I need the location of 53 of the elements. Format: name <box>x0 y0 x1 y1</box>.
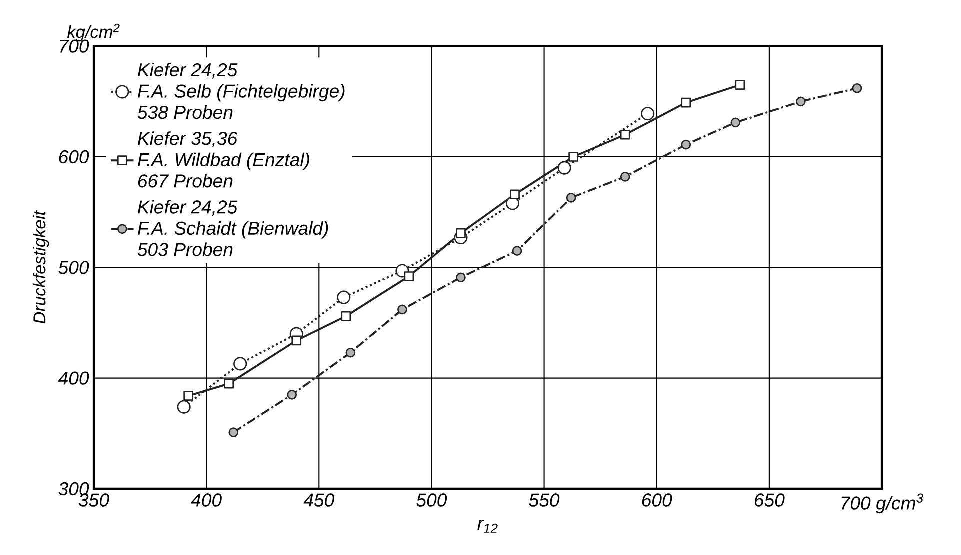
x-tick-label: 350 <box>78 494 110 507</box>
point <box>566 193 576 203</box>
y-axis-title: Druckfestigkeit <box>33 210 50 324</box>
x-tick-label: 550 <box>529 494 560 507</box>
y-tick-label: 300 <box>58 482 90 496</box>
point <box>287 390 298 400</box>
x-tick-label: 500 <box>416 494 448 507</box>
x-tick-label: 650 <box>754 494 785 507</box>
point <box>224 378 234 389</box>
point <box>681 98 692 108</box>
point <box>404 272 414 282</box>
annotation: Kiefer 24,25 <box>138 200 238 216</box>
point <box>456 228 466 238</box>
point <box>184 391 194 401</box>
x-tick-label: 600 <box>642 494 672 507</box>
y-tick-label: 700 <box>60 40 90 53</box>
point <box>796 96 806 107</box>
point <box>512 246 522 256</box>
legend-label: F.A. Wildbad (Enztal) <box>138 152 310 170</box>
point <box>292 336 302 346</box>
annotation: Kiefer 24,25 <box>138 62 238 79</box>
point <box>852 83 862 94</box>
point <box>620 172 630 182</box>
point <box>398 304 408 315</box>
x-tick-label: 450 <box>304 494 334 507</box>
point <box>568 152 578 162</box>
point <box>228 428 239 438</box>
point <box>346 348 356 358</box>
point <box>558 161 572 175</box>
point <box>681 140 692 150</box>
point <box>730 118 741 128</box>
y-tick-label: 500 <box>58 261 90 274</box>
point <box>620 130 630 140</box>
legend-label: F.A. Selb (Fichtelgebirge) <box>138 84 345 102</box>
annotation: 667 Proben <box>138 174 233 188</box>
point <box>456 272 466 283</box>
point <box>735 80 746 90</box>
point <box>510 190 520 200</box>
point <box>341 311 352 322</box>
x-axis-title: r$_{12}$ <box>478 520 498 533</box>
annotation: 538 Proben <box>138 105 233 120</box>
point <box>234 357 248 371</box>
text: kg/cm$^{2}$ <box>67 24 120 42</box>
legend-label: F.A. Schaidt (Bienwald) <box>138 221 328 239</box>
point <box>337 290 351 304</box>
y-tick-label: 600 <box>59 150 90 164</box>
point <box>177 400 191 414</box>
x-tick-label: 400 <box>191 494 222 507</box>
annotation: 503 Proben <box>138 242 233 256</box>
x-tick-label: 700 g/cm$^{3}$ <box>842 494 924 514</box>
y-tick-label: 400 <box>58 372 90 385</box>
point <box>641 107 655 121</box>
annotation: Kiefer 35,36 <box>138 132 238 148</box>
